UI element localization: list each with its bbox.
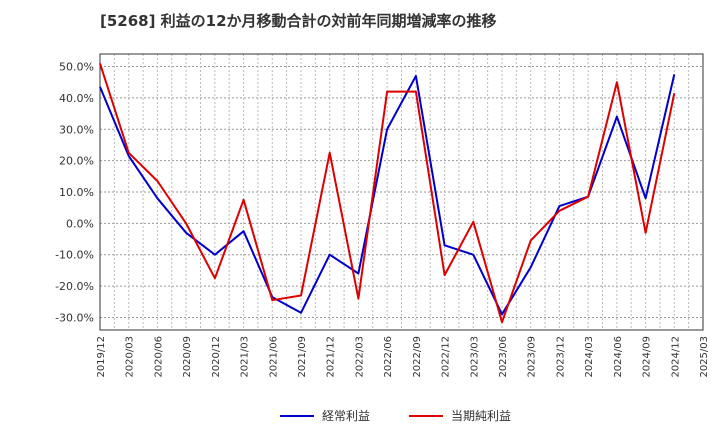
x-tick-label: 2023/03	[469, 336, 480, 378]
x-tick-label: 2021/09	[297, 336, 308, 378]
y-tick-label: -20.0%	[55, 280, 94, 293]
x-tick-label: 2020/12	[211, 336, 222, 378]
x-tick-label: 2020/06	[153, 336, 164, 378]
y-tick-label: 50.0%	[59, 61, 94, 74]
x-tick-label: 2022/12	[441, 336, 452, 378]
x-axis-ticks: 2019/12 2020/03 2020/06 2020/09 2020/12 2021/…	[96, 336, 710, 378]
x-tick-label: 2024/09	[642, 336, 653, 378]
x-tick-label: 2023/06	[498, 336, 509, 378]
y-tick-label: 20.0%	[59, 155, 94, 168]
x-tick-label: 2020/03	[125, 336, 136, 378]
x-tick-label: 2024/03	[584, 336, 595, 378]
x-tick-label: 2022/06	[383, 336, 394, 378]
x-tick-label: 2023/09	[527, 336, 538, 378]
x-tick-label: 2020/09	[182, 336, 193, 378]
legend: 経常利益 当期純利益	[280, 409, 511, 423]
y-tick-label: -30.0%	[55, 311, 94, 324]
x-tick-label: 2022/03	[354, 336, 365, 378]
y-tick-label: 0.0%	[66, 217, 94, 230]
y-tick-label: 30.0%	[59, 123, 94, 136]
series-lines	[99, 63, 676, 324]
x-tick-label: 2024/12	[670, 336, 681, 378]
x-tick-label: 2024/06	[613, 336, 624, 378]
x-tick-label: 2021/03	[240, 336, 251, 378]
y-axis-ticks: 50.0% 40.0% 30.0% 20.0% 10.0% 0.0% -10.0% -20.0…	[55, 61, 94, 325]
x-tick-label: 2021/12	[326, 336, 337, 378]
legend-label: 経常利益	[322, 409, 370, 423]
x-tick-label: 2019/12	[96, 336, 107, 378]
y-tick-label: 10.0%	[59, 186, 94, 199]
y-tick-label: -10.0%	[55, 249, 94, 262]
series-line-2	[99, 63, 676, 324]
x-tick-label: 2023/12	[555, 336, 566, 378]
grid-lines	[100, 54, 703, 330]
x-tick-label: 2021/06	[268, 336, 279, 378]
y-tick-label: 40.0%	[59, 92, 94, 105]
legend-label: 当期純利益	[451, 409, 511, 423]
x-tick-label: 2025/03	[699, 336, 710, 378]
chart-title: [5268] 利益の12か月移動合計の対前年同期増減率の推移	[100, 12, 497, 30]
x-tick-label: 2022/09	[412, 336, 423, 378]
plot-area	[99, 53, 704, 331]
